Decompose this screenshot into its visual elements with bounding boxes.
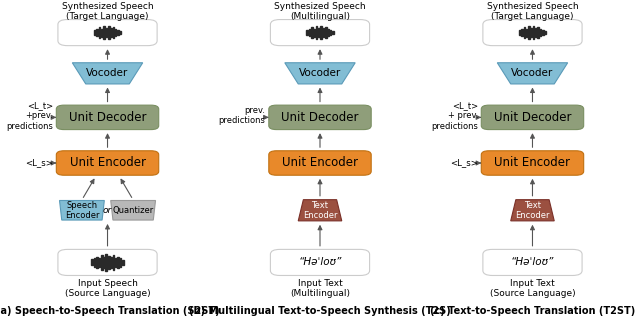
Bar — [542, 30, 544, 35]
Text: <L_t>
+ prev.
predictions: <L_t> + prev. predictions — [431, 101, 478, 131]
Text: Unit Encoder: Unit Encoder — [282, 156, 358, 170]
Bar — [110, 28, 112, 37]
Bar — [519, 30, 520, 35]
Bar — [545, 31, 546, 34]
Bar — [307, 30, 308, 35]
Bar — [325, 27, 326, 38]
Text: Synthesized Speech
(Target Language): Synthesized Speech (Target Language) — [486, 2, 579, 21]
FancyBboxPatch shape — [58, 249, 157, 275]
Bar — [92, 259, 93, 265]
Bar — [108, 256, 109, 269]
FancyBboxPatch shape — [481, 105, 584, 129]
FancyBboxPatch shape — [483, 20, 582, 46]
Bar — [535, 28, 537, 37]
Bar — [108, 26, 109, 39]
Bar — [99, 258, 100, 267]
Bar — [113, 255, 115, 270]
Text: (c) Text-to-Speech Translation (T2ST): (c) Text-to-Speech Translation (T2ST) — [430, 306, 635, 316]
Bar — [110, 257, 112, 268]
FancyBboxPatch shape — [481, 151, 584, 175]
Bar — [311, 27, 313, 38]
Bar — [540, 29, 541, 36]
Text: Unit Encoder: Unit Encoder — [495, 156, 570, 170]
Bar — [117, 257, 119, 268]
Bar — [330, 30, 332, 35]
Text: Text
Encoder: Text Encoder — [515, 200, 550, 220]
Text: (b) Multilingual Text-to-Speech Synthesis (T2S): (b) Multilingual Text-to-Speech Synthesi… — [189, 306, 451, 316]
Text: “Həˈloʊ”: “Həˈloʊ” — [298, 258, 342, 267]
Text: Unit Decoder: Unit Decoder — [493, 111, 572, 124]
Text: Input Speech
(Source Language): Input Speech (Source Language) — [65, 279, 150, 298]
Polygon shape — [60, 200, 104, 220]
Text: Vocoder: Vocoder — [511, 68, 554, 78]
Bar — [120, 258, 122, 267]
Bar — [103, 257, 105, 268]
FancyBboxPatch shape — [269, 151, 371, 175]
FancyBboxPatch shape — [269, 105, 371, 129]
Bar — [122, 260, 124, 265]
Bar — [332, 31, 333, 34]
Text: or: or — [103, 206, 112, 215]
Text: Vocoder: Vocoder — [299, 68, 341, 78]
Bar — [321, 26, 322, 39]
Bar — [113, 27, 114, 38]
Bar — [100, 255, 102, 270]
Text: “Həˈloʊ”: “Həˈloʊ” — [511, 258, 554, 267]
Text: Quantizer: Quantizer — [113, 206, 154, 215]
Bar — [96, 257, 98, 268]
Bar — [318, 28, 319, 37]
Polygon shape — [298, 200, 342, 221]
Text: Synthesized Speech
(Multilingual): Synthesized Speech (Multilingual) — [274, 2, 366, 21]
FancyBboxPatch shape — [56, 151, 159, 175]
Bar — [103, 26, 105, 39]
Bar — [115, 258, 116, 267]
Text: <L_s>: <L_s> — [450, 158, 478, 168]
FancyBboxPatch shape — [270, 249, 370, 275]
Bar — [531, 28, 532, 37]
Bar — [115, 29, 116, 36]
Bar — [533, 26, 534, 39]
Bar — [93, 258, 95, 267]
Bar — [120, 31, 121, 34]
Bar — [308, 29, 310, 36]
Text: (a) Speech-to-Speech Translation (S2ST): (a) Speech-to-Speech Translation (S2ST) — [0, 306, 220, 316]
Bar — [524, 27, 525, 38]
Bar — [521, 29, 523, 36]
Text: Input Text
(Multilingual): Input Text (Multilingual) — [290, 279, 350, 298]
FancyBboxPatch shape — [270, 20, 370, 46]
Polygon shape — [111, 200, 156, 220]
Text: Text
Encoder: Text Encoder — [303, 200, 337, 220]
Bar — [327, 29, 329, 36]
FancyBboxPatch shape — [56, 105, 159, 129]
Polygon shape — [285, 63, 355, 84]
Text: <L_t>
+prev.
predictions: <L_t> +prev. predictions — [6, 101, 53, 131]
Bar — [106, 254, 108, 271]
Bar — [99, 27, 100, 38]
FancyBboxPatch shape — [58, 20, 157, 46]
Polygon shape — [511, 200, 554, 221]
Bar — [106, 28, 107, 37]
Text: Unit Decoder: Unit Decoder — [281, 111, 359, 124]
Bar — [528, 26, 530, 39]
Text: Input Text
(Source Language): Input Text (Source Language) — [490, 279, 575, 298]
Text: prev.
predictions: prev. predictions — [219, 106, 266, 126]
FancyBboxPatch shape — [483, 249, 582, 275]
Text: Speech
Encoder: Speech Encoder — [65, 200, 99, 220]
Text: <L_s>: <L_s> — [25, 158, 53, 168]
Bar — [96, 29, 98, 36]
Text: Unit Encoder: Unit Encoder — [70, 156, 145, 170]
Bar — [526, 29, 527, 37]
Bar — [538, 27, 539, 38]
Text: Synthesized Speech
(Target Language): Synthesized Speech (Target Language) — [61, 2, 154, 21]
Text: Unit Decoder: Unit Decoder — [68, 111, 147, 124]
Text: Vocoder: Vocoder — [86, 68, 129, 78]
Bar — [316, 26, 317, 39]
Bar — [117, 30, 119, 35]
Bar — [94, 30, 95, 35]
Bar — [314, 29, 315, 37]
Polygon shape — [497, 63, 568, 84]
Bar — [323, 28, 324, 37]
Bar — [101, 29, 102, 37]
Polygon shape — [72, 63, 143, 84]
